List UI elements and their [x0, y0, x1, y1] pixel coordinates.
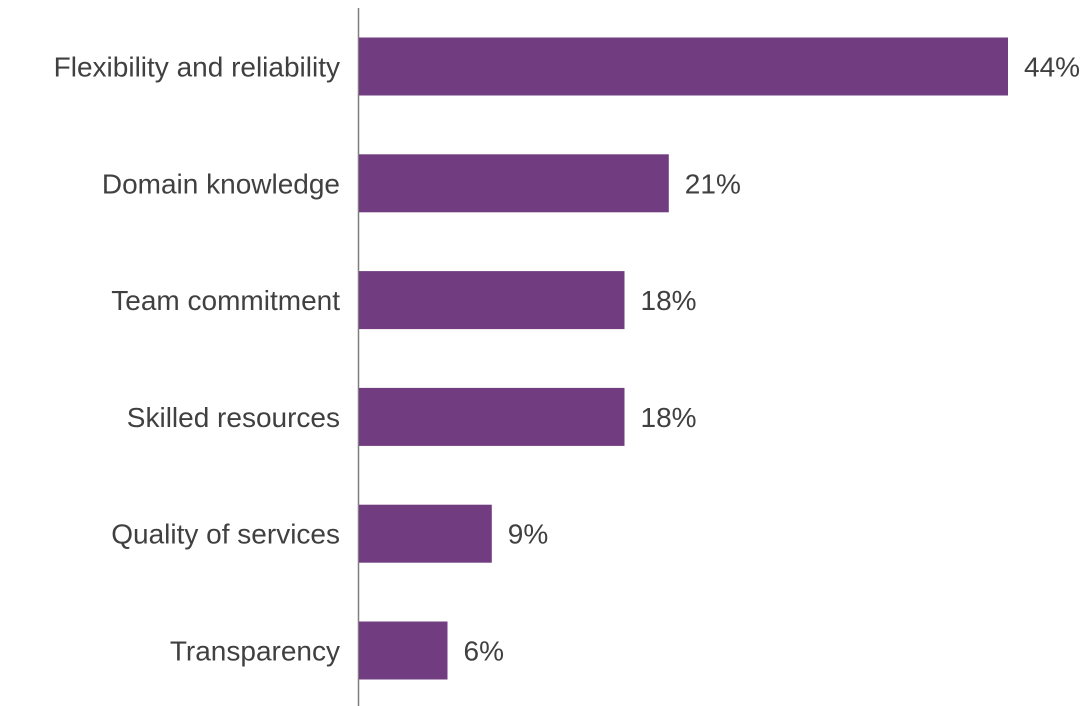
bar [359, 154, 669, 213]
value-label: 21% [685, 168, 741, 199]
value-label: 6% [464, 636, 504, 667]
value-labels-group: 44% 21% 18% 18% 9% 6% [464, 52, 1081, 667]
category-label: Transparency [170, 636, 340, 667]
value-label: 44% [1024, 52, 1080, 83]
category-label: Domain knowledge [102, 168, 340, 199]
category-label: Team commitment [111, 285, 340, 316]
category-label: Flexibility and reliability [54, 52, 340, 83]
category-label: Quality of services [111, 519, 340, 550]
value-label: 18% [641, 402, 697, 433]
bar [359, 621, 448, 680]
bar [359, 37, 1008, 96]
value-label: 18% [641, 285, 697, 316]
bar [359, 271, 625, 330]
value-label: 9% [508, 519, 548, 550]
bar [359, 504, 492, 563]
bar [359, 387, 625, 446]
category-label: Skilled resources [127, 402, 340, 433]
category-labels-group: Flexibility and reliability Domain knowle… [54, 52, 341, 667]
bars-group [359, 37, 1008, 680]
